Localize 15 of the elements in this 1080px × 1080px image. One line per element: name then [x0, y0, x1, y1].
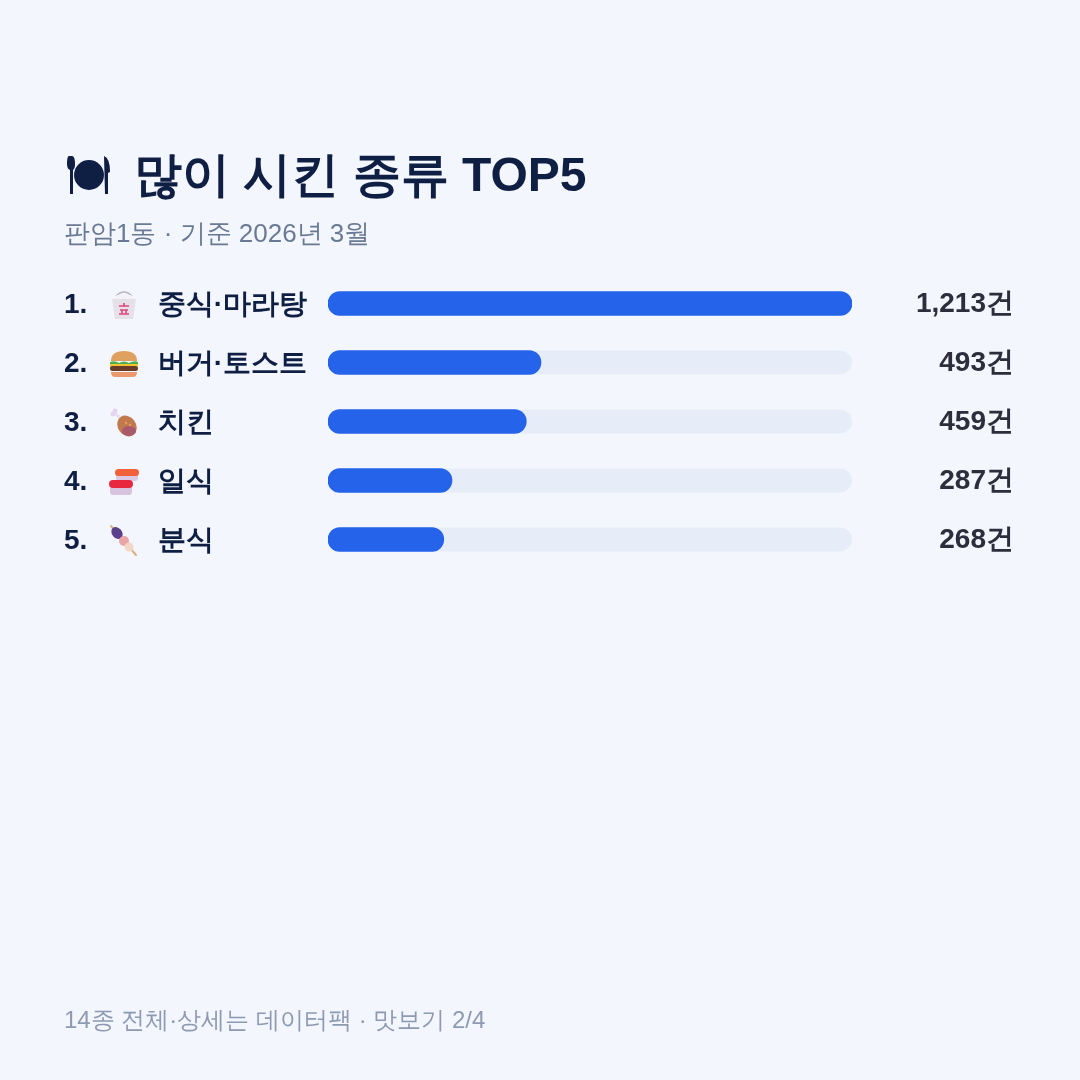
- bar: [328, 468, 453, 493]
- data-label: 1,213건: [915, 287, 1014, 319]
- data-label: 287건: [939, 464, 1014, 496]
- data-label: 493건: [939, 346, 1014, 378]
- text: 14종 전체·상세는 데이터팩 · 맛보기 2/4: [64, 1005, 486, 1035]
- category-label: 1. 중식·마라탕: [64, 287, 308, 319]
- category-label: 3. 치킨: [64, 405, 214, 437]
- category-label: 4. 일식: [64, 464, 214, 496]
- chart-title: 많이 시킨 종류 TOP5: [134, 147, 587, 203]
- data-label: 268건: [939, 523, 1014, 555]
- category-label: 2. 버거·토스트: [64, 346, 308, 378]
- category-label: 5. 분식: [64, 523, 214, 555]
- bar: [328, 527, 445, 552]
- data-label: 459건: [939, 405, 1014, 437]
- chart-subtitle: 판암1동 · 기준 2026년 3월: [64, 217, 371, 250]
